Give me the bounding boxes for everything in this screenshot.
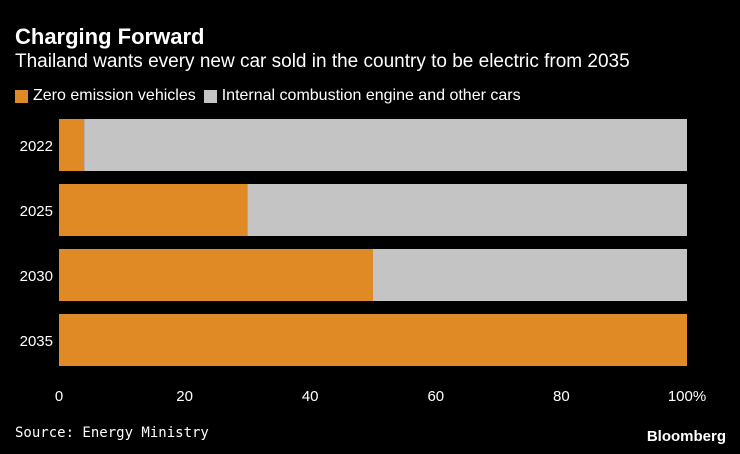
legend-swatch-ice — [203, 89, 217, 103]
chart-subtitle: Thailand wants every new car sold in the… — [15, 51, 630, 72]
x-tick-label-100: 100% — [668, 388, 706, 405]
bar-2030-ice — [373, 249, 687, 301]
bar-2022-ice — [84, 119, 688, 171]
x-tick-label-0: 0 — [55, 388, 63, 405]
y-tick-label-2035: 2035 — [20, 333, 53, 350]
legend-item-ice: Internal combustion engine and other car… — [203, 86, 521, 106]
source-note: Source: Energy Ministry — [15, 425, 209, 441]
x-tick-label-80: 80 — [553, 388, 570, 405]
y-tick-label-2022: 2022 — [20, 138, 53, 155]
bloomberg-logo: Bloomberg — [646, 428, 726, 445]
x-tick-label-20: 20 — [176, 388, 193, 405]
legend-item-zero-emission: Zero emission vehicles — [15, 86, 196, 106]
bar-2025-zero-emission — [59, 184, 248, 236]
bar-2030-zero-emission — [59, 249, 373, 301]
legend-label-zero-emission: Zero emission vehicles — [33, 87, 196, 104]
x-tick-label-60: 60 — [427, 388, 444, 405]
chart-title: Charging Forward — [15, 24, 205, 49]
bar-2035-zero-emission — [59, 314, 687, 366]
legend-swatch-zero-emission — [15, 89, 28, 103]
legend-label-ice: Internal combustion engine and other car… — [221, 87, 521, 104]
chart-legend: Zero emission vehicles Internal combusti… — [15, 86, 529, 106]
y-tick-label-2025: 2025 — [20, 203, 53, 220]
bar-2025-ice — [247, 184, 687, 236]
y-tick-label-2030: 2030 — [20, 268, 53, 285]
bar-2022-zero-emission — [59, 119, 85, 171]
x-tick-label-40: 40 — [302, 388, 319, 405]
